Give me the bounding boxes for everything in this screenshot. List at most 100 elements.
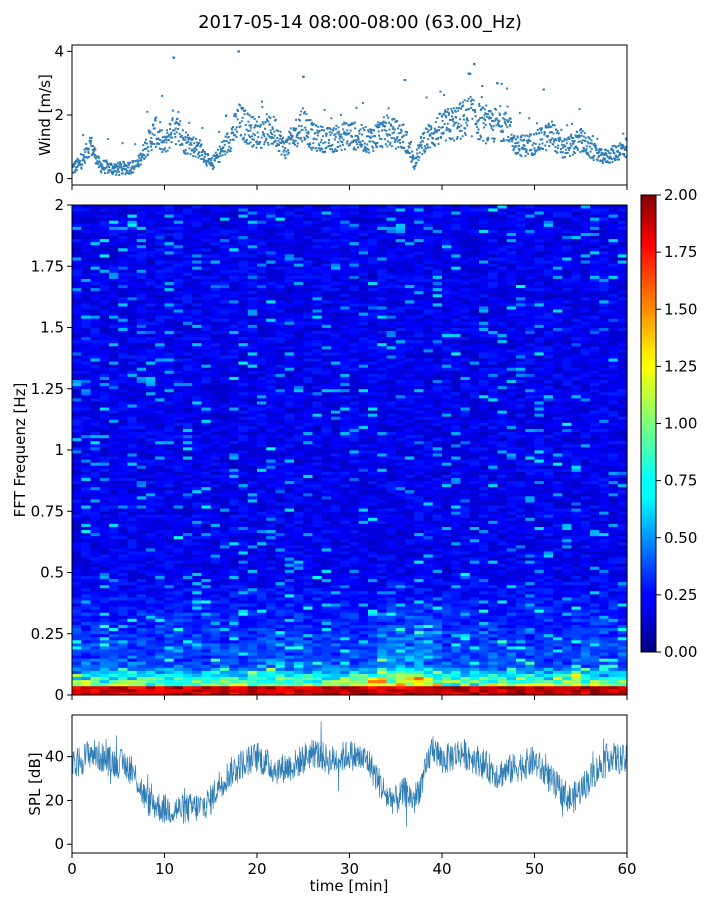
spectrogram-cell <box>99 560 110 564</box>
spectrogram-cell <box>164 691 175 696</box>
spectrogram-cell <box>146 474 156 478</box>
spectrogram-cell <box>201 327 212 331</box>
spectrogram-cell <box>127 266 138 270</box>
spectrogram-cell <box>109 391 119 396</box>
spectrogram-cell <box>192 229 203 233</box>
spectrogram-cell <box>99 241 110 246</box>
wind-point <box>241 116 244 119</box>
spectrogram-cell <box>72 557 82 561</box>
spectrogram-cell <box>220 422 230 426</box>
spectrogram-cell <box>127 649 138 653</box>
spectrogram-cell <box>109 290 119 295</box>
wind-point <box>89 141 92 144</box>
spectrogram-cell <box>173 260 184 264</box>
wind-point <box>393 128 396 131</box>
spectrogram-cell <box>183 404 193 408</box>
spectrogram-cell <box>238 232 249 237</box>
wind-point <box>342 138 345 141</box>
spectrogram-cell <box>192 523 203 527</box>
spectrogram-cell <box>173 551 184 555</box>
spectrogram-cell <box>229 379 240 384</box>
wind-point <box>425 128 428 131</box>
spectrogram-cell <box>192 278 203 282</box>
spectrogram-cell <box>183 355 193 359</box>
spectrogram-cell <box>229 361 240 365</box>
spectrogram-cell <box>238 315 249 319</box>
spectrogram-cell <box>164 385 175 390</box>
spectrogram-cell <box>210 593 221 598</box>
spectrogram-cell <box>90 401 101 405</box>
spectrogram-cell <box>164 321 175 325</box>
spectrogram-cell <box>90 241 101 246</box>
spectrogram-cell <box>127 462 138 466</box>
wind-point <box>174 127 177 130</box>
spectrogram-cell <box>146 397 156 402</box>
wind-point <box>316 134 319 137</box>
wind-point <box>309 119 312 121</box>
spectrogram-cell <box>210 330 221 335</box>
spectrogram-cell <box>210 367 221 371</box>
wind-point <box>317 147 320 150</box>
spectrogram-cell <box>155 321 166 325</box>
spectrogram-cell <box>90 548 101 552</box>
spectrogram-cell <box>109 321 119 325</box>
wind-point <box>183 152 186 155</box>
wind-point <box>188 143 191 146</box>
spectrogram-cell <box>210 590 221 595</box>
wind-point <box>570 133 573 136</box>
wind-point <box>169 128 172 131</box>
spectrogram-cell <box>118 468 129 472</box>
spectrogram-cell <box>127 413 138 417</box>
spectrogram-cell <box>99 355 110 359</box>
wind-point <box>142 149 144 152</box>
spectrogram-cell <box>90 342 101 347</box>
spectrogram-cell <box>81 649 92 653</box>
wind-point <box>232 131 235 134</box>
wind-point <box>124 173 127 176</box>
wind-point <box>502 130 504 133</box>
spectrogram-cell <box>201 670 212 674</box>
wind-point <box>606 149 609 152</box>
spectrogram-cell <box>164 296 175 301</box>
spectrogram-cell <box>201 355 212 359</box>
spectrogram-cell <box>81 269 92 273</box>
wind-point <box>81 163 84 166</box>
spectrogram-cell <box>238 250 249 255</box>
spectrogram-cell <box>229 446 240 451</box>
spectrogram-cell <box>146 330 156 335</box>
wind-point <box>263 135 266 138</box>
spectrogram-cell <box>72 352 82 356</box>
wind-point <box>256 131 259 134</box>
wind-point <box>340 136 343 139</box>
wind-point <box>169 136 172 139</box>
spectrogram-cell <box>192 220 203 224</box>
wind-point <box>512 137 515 140</box>
spectrogram-cell <box>210 581 221 586</box>
spectrogram-cell <box>210 299 221 304</box>
wind-point <box>269 129 272 132</box>
spectrogram-cell <box>247 333 258 338</box>
spectrogram-cell <box>183 413 193 417</box>
wind-point <box>450 118 453 121</box>
spectrogram-cell <box>81 431 92 436</box>
wind-point <box>168 133 171 136</box>
wind-point <box>261 105 264 108</box>
spectrogram-cell <box>146 284 156 289</box>
spectrogram-cell <box>183 492 193 497</box>
spectrogram-cell <box>183 633 193 638</box>
spectrogram-cell <box>229 214 240 218</box>
spectrogram-cell <box>90 299 101 304</box>
spectrogram-cell <box>229 278 240 282</box>
spectrogram-cell <box>118 306 129 310</box>
spectrogram-cell <box>201 407 212 411</box>
spectrogram-cell <box>192 260 203 264</box>
spectrogram-cell <box>118 260 129 264</box>
wind-point <box>378 123 381 126</box>
wind-point <box>448 112 450 115</box>
spectrogram-cell <box>192 633 203 638</box>
spectrogram-cell <box>201 554 212 558</box>
spectrogram-cell <box>146 376 156 380</box>
wind-point <box>294 129 297 132</box>
spectrogram-cell <box>136 664 147 668</box>
wind-point <box>372 149 375 152</box>
